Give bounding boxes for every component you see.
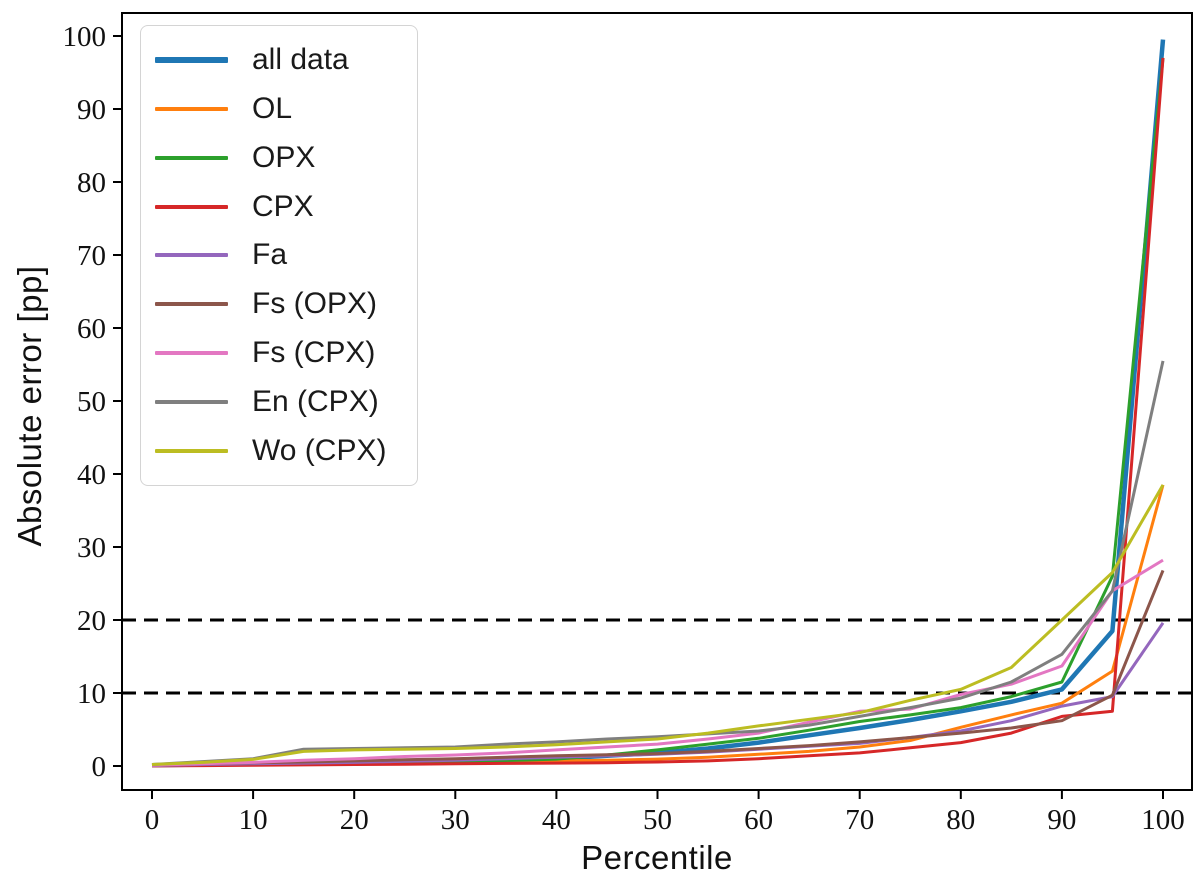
legend-item-en-cpx-: En (CPX) (141, 380, 417, 424)
y-tick-label: 20 (77, 605, 106, 637)
legend-swatch (155, 204, 228, 209)
legend-swatch (155, 399, 228, 404)
legend-item-all-data: all data (141, 38, 417, 82)
legend-label: En (CPX) (252, 384, 379, 418)
legend-label: OL (252, 92, 293, 126)
legend-label: CPX (252, 189, 314, 223)
x-tick-label: 40 (542, 804, 571, 836)
y-tick-label: 100 (63, 21, 107, 53)
legend-label: Wo (CPX) (252, 433, 387, 467)
legend-label: OPX (252, 140, 316, 174)
legend-item-fs-opx-: Fs (OPX) (141, 282, 417, 326)
x-tick-label: 100 (1141, 804, 1185, 836)
y-tick-label: 50 (77, 386, 106, 418)
series-line-ol (151, 484, 1165, 768)
legend-item-fa: Fa (141, 233, 417, 277)
legend-swatch (155, 57, 228, 64)
legend-item-opx: OPX (141, 136, 417, 180)
legend-swatch (155, 350, 228, 355)
legend-item-ol: OL (141, 87, 417, 131)
legend-swatch (155, 448, 228, 453)
x-tick-label: 20 (340, 804, 369, 836)
series-line-fs-opx- (151, 569, 1165, 767)
series-line-wo-cpx- (151, 484, 1165, 766)
y-tick-label: 30 (77, 532, 106, 564)
legend-label: Fa (252, 238, 288, 272)
legend-item-cpx: CPX (141, 185, 417, 229)
x-tick-label: 60 (744, 804, 773, 836)
series-line-en-cpx- (151, 360, 1165, 766)
x-tick-label: 50 (643, 804, 672, 836)
legend-swatch (155, 107, 228, 112)
legend-swatch (155, 155, 228, 160)
legend-label: Fs (CPX) (252, 335, 376, 369)
y-tick-label: 90 (77, 94, 106, 126)
x-axis-label: Percentile (581, 839, 733, 876)
y-axis-label: Absolute error [pp] (11, 265, 48, 547)
x-tick-label: 90 (1047, 804, 1076, 836)
y-tick-label: 80 (77, 167, 106, 199)
y-tick-label: 0 (92, 751, 107, 783)
y-tick-label: 70 (77, 240, 106, 272)
legend-label: all data (252, 43, 349, 77)
x-tick-label: 70 (845, 804, 874, 836)
y-tick-label: 60 (77, 313, 106, 345)
y-tick-label: 40 (77, 459, 106, 491)
legend-item-wo-cpx-: Wo (CPX) (141, 429, 417, 473)
legend-item-fs-cpx-: Fs (CPX) (141, 331, 417, 375)
series-line-cpx (151, 57, 1165, 768)
x-tick-label: 80 (946, 804, 975, 836)
legend-label: Fs (OPX) (252, 287, 377, 321)
legend-swatch (155, 253, 228, 258)
x-tick-label: 10 (239, 804, 268, 836)
y-tick-label: 10 (77, 678, 106, 710)
x-tick-label: 0 (145, 804, 160, 836)
legend-swatch (155, 302, 228, 307)
x-tick-label: 30 (441, 804, 470, 836)
legend: all data OL OPX CPX Fa Fs (OPX) Fs (CPX) En (CP… (140, 25, 418, 486)
